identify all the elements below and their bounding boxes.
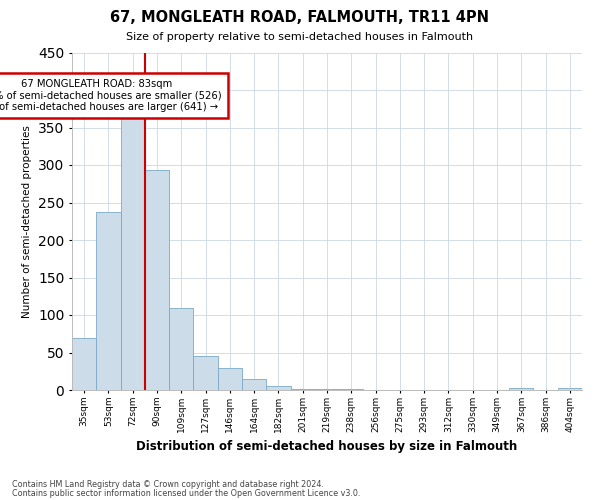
Bar [72, 338, 96, 390]
Bar [145, 170, 169, 390]
Bar [193, 356, 218, 390]
Bar [266, 386, 290, 390]
Bar [169, 308, 193, 390]
Bar [96, 212, 121, 390]
Text: Size of property relative to semi-detached houses in Falmouth: Size of property relative to semi-detach… [127, 32, 473, 42]
Bar [242, 379, 266, 390]
Bar [218, 368, 242, 390]
Text: Contains public sector information licensed under the Open Government Licence v3: Contains public sector information licen… [12, 488, 361, 498]
Text: 67 MONGLEATH ROAD: 83sqm
← 45% of semi-detached houses are smaller (526)
54% of : 67 MONGLEATH ROAD: 83sqm ← 45% of semi-d… [0, 78, 222, 112]
Bar [558, 388, 582, 390]
X-axis label: Distribution of semi-detached houses by size in Falmouth: Distribution of semi-detached houses by … [136, 440, 518, 454]
Bar [509, 388, 533, 390]
Bar [290, 388, 315, 390]
Bar [121, 116, 145, 390]
Bar [315, 388, 339, 390]
Bar [339, 389, 364, 390]
Text: 67, MONGLEATH ROAD, FALMOUTH, TR11 4PN: 67, MONGLEATH ROAD, FALMOUTH, TR11 4PN [110, 10, 490, 25]
Text: Contains HM Land Registry data © Crown copyright and database right 2024.: Contains HM Land Registry data © Crown c… [12, 480, 324, 489]
Y-axis label: Number of semi-detached properties: Number of semi-detached properties [22, 125, 32, 318]
